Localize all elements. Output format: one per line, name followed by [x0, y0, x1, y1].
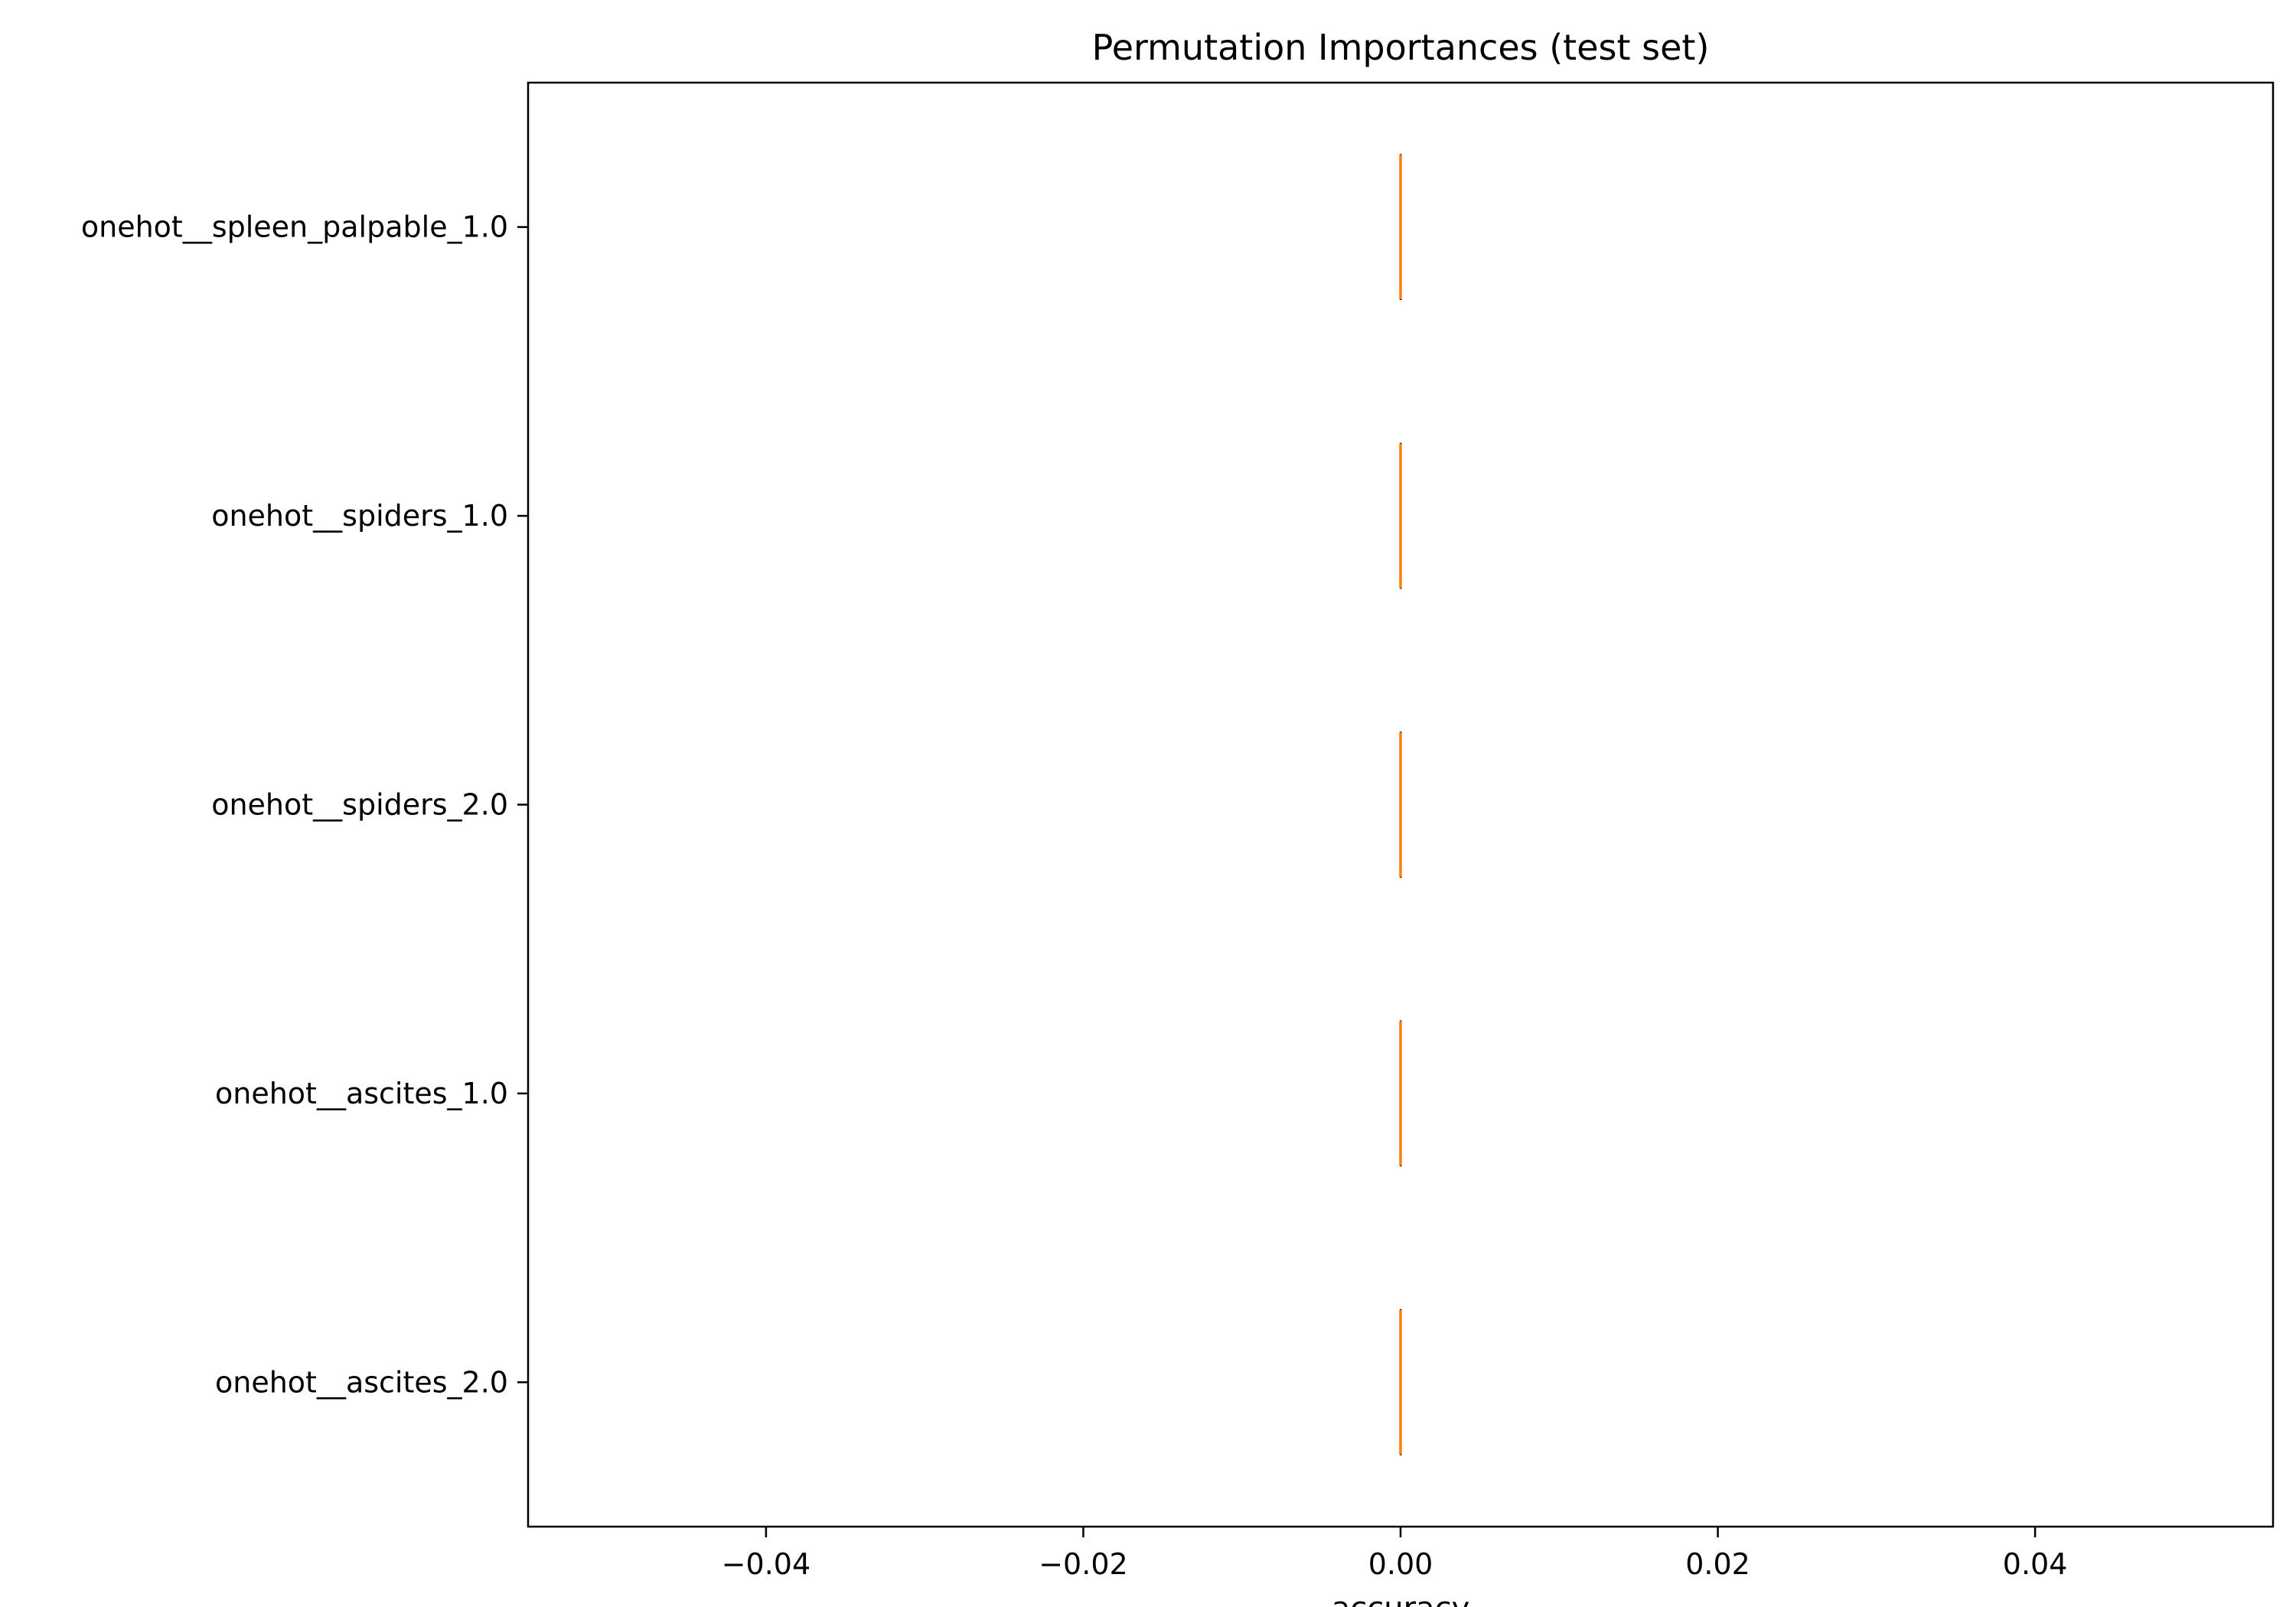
x-axis-label: accuracy	[1332, 1591, 1469, 1607]
y-axis-ticks: onehot__spleen_palpable_1.0 onehot__spide…	[81, 210, 528, 1399]
y-tick-label: onehot__spleen_palpable_1.0	[81, 210, 508, 244]
x-axis-ticks: −0.04 −0.02 0.00 0.02 0.04	[722, 1527, 2068, 1581]
chart-title: Permutation Importances (test set)	[1092, 27, 1710, 68]
y-tick-label: onehot__ascites_2.0	[215, 1365, 508, 1399]
y-tick-label: onehot__spiders_1.0	[211, 499, 508, 533]
x-tick-label: 0.02	[1685, 1547, 1750, 1581]
x-tick-label: 0.04	[2003, 1547, 2068, 1581]
y-tick-label: onehot__ascites_1.0	[215, 1077, 508, 1110]
y-tick-label: onehot__spiders_2.0	[211, 788, 508, 822]
x-tick-label: −0.04	[722, 1547, 810, 1581]
x-tick-label: 0.00	[1368, 1547, 1433, 1581]
x-tick-label: −0.02	[1039, 1547, 1127, 1581]
